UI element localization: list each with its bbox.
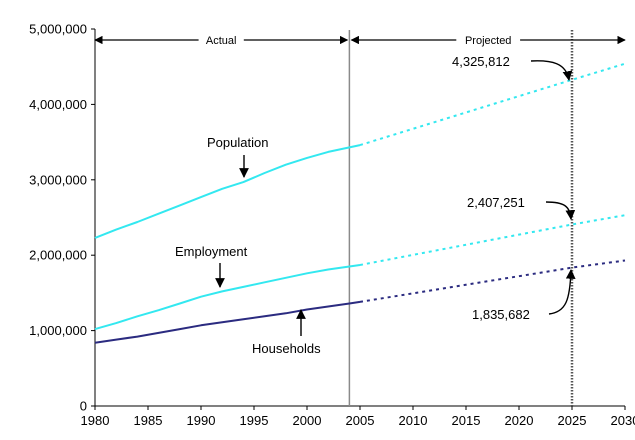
households-2025-arrow — [548, 269, 576, 315]
x-tick-label: 1995 — [240, 413, 269, 428]
y-tick-label: 0 — [80, 399, 87, 414]
x-tick-label: 2030 — [611, 413, 635, 428]
y-tick-label: 3,000,000 — [29, 172, 87, 187]
households-actual-line — [94, 300, 361, 344]
x-tick-label: 2025 — [558, 413, 587, 428]
x-tick-label: 1990 — [187, 413, 216, 428]
employment-actual-line — [94, 264, 361, 331]
x-tick-label: 2000 — [293, 413, 322, 428]
x-tick-label: 2020 — [505, 413, 534, 428]
households-label: Households — [252, 341, 321, 356]
projected-period-label: Projected — [465, 35, 511, 47]
actual-label-bg — [198, 33, 244, 47]
households-projected-line — [359, 259, 626, 303]
x-axis-ticks: 1980 1985 1990 1995 2000 2005 2010 2015 2020 2025… — [81, 406, 635, 428]
series-layer — [94, 62, 626, 344]
population-actual-line — [94, 144, 361, 239]
x-tick-label: 2005 — [346, 413, 375, 428]
y-tick-label: 4,000,000 — [29, 97, 87, 112]
y-tick-label: 5,000,000 — [29, 22, 87, 37]
employment-2025-value: 2,407,251 — [467, 195, 525, 210]
households-2025-value: 1,835,682 — [472, 307, 530, 322]
x-tick-label: 1980 — [81, 413, 110, 428]
population-2025-value: 4,325,812 — [452, 54, 510, 69]
y-tick-label: 2,000,000 — [29, 248, 87, 263]
projected-label-bg — [456, 33, 521, 47]
x-tick-label: 2015 — [452, 413, 481, 428]
x-tick-label: 2010 — [399, 413, 428, 428]
actual-period-label: Actual — [206, 35, 237, 47]
employment-projected-line — [359, 214, 626, 266]
employment-label: Employment — [175, 244, 248, 259]
y-tick-label: 1,000,000 — [29, 323, 87, 338]
population-2025-arrow — [530, 60, 573, 81]
population-projected-line — [359, 62, 626, 147]
x-tick-label: 1985 — [134, 413, 163, 428]
employment-2025-arrow — [545, 201, 576, 220]
y-axis-ticks: 0 1,000,000 2,000,000 3,000,000 4,000,000 5,0… — [29, 22, 95, 414]
population-label: Population — [207, 135, 268, 150]
